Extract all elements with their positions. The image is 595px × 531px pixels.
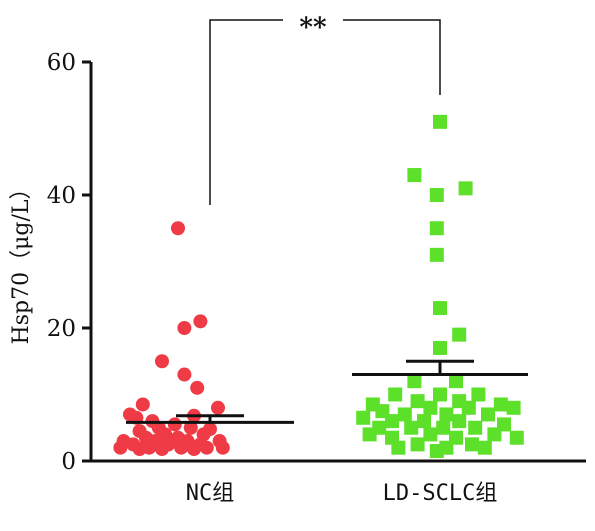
data-point	[356, 410, 371, 425]
y-ticks: 0 20 40 60	[47, 50, 91, 475]
data-point	[487, 427, 502, 442]
data-point	[391, 440, 406, 455]
data-point	[211, 400, 225, 415]
data-point	[410, 437, 425, 452]
category-label: LD-SCLC组	[383, 481, 498, 506]
y-tick-label: 20	[47, 316, 76, 342]
data-point	[407, 168, 422, 183]
data-point	[362, 427, 377, 442]
data-point	[433, 387, 447, 402]
data-point	[417, 414, 431, 429]
data-point	[429, 188, 444, 202]
data-point	[407, 374, 422, 389]
data-point	[429, 247, 444, 262]
data-point	[461, 400, 476, 415]
data-point	[423, 427, 438, 442]
data-point	[135, 397, 150, 412]
data-points	[113, 114, 524, 459]
data-point	[449, 374, 463, 389]
data-point	[506, 400, 521, 415]
data-point	[481, 407, 495, 422]
axes	[89, 62, 586, 463]
data-point	[465, 437, 479, 452]
data-point	[429, 221, 444, 236]
data-point	[404, 420, 419, 435]
data-point	[493, 397, 508, 412]
bracket-line-right	[343, 19, 441, 95]
data-point	[199, 440, 214, 455]
data-point	[177, 367, 192, 382]
data-point	[433, 114, 447, 129]
data-point	[385, 414, 399, 429]
data-point	[452, 327, 467, 342]
data-point	[433, 301, 447, 316]
data-point	[113, 440, 128, 455]
data-point	[410, 394, 425, 409]
y-tick-label: 40	[47, 183, 76, 209]
data-point	[452, 414, 467, 429]
data-point	[187, 442, 201, 457]
data-point	[190, 380, 205, 395]
data-point	[471, 387, 486, 402]
bracket-line-left	[209, 19, 283, 205]
mean-sem-lines	[126, 359, 528, 424]
data-point	[429, 444, 444, 459]
data-point	[155, 354, 169, 369]
data-point	[468, 420, 483, 435]
y-tick-label: 60	[47, 50, 76, 76]
data-point	[177, 321, 192, 335]
category-labels: NC组 LD-SCLC组	[186, 481, 498, 506]
data-point	[436, 420, 451, 435]
data-point	[174, 440, 189, 455]
data-point	[132, 442, 147, 457]
data-point	[397, 407, 412, 422]
y-tick-label: 0	[61, 449, 76, 475]
data-point	[477, 440, 492, 455]
data-point	[388, 387, 403, 402]
data-point	[193, 314, 208, 329]
data-point	[215, 440, 230, 455]
data-point	[423, 400, 438, 415]
data-point	[439, 407, 454, 422]
data-point	[155, 442, 169, 457]
data-point	[171, 221, 185, 236]
significance-label: **	[299, 13, 327, 43]
y-axis-label: Hsp70（μg/L）	[9, 178, 34, 345]
data-point	[183, 420, 198, 435]
significance-bracket: **	[209, 13, 441, 205]
data-point	[509, 430, 524, 445]
data-point	[458, 181, 473, 196]
data-point	[167, 417, 182, 432]
category-label: NC组	[186, 481, 235, 506]
data-point	[433, 340, 447, 355]
